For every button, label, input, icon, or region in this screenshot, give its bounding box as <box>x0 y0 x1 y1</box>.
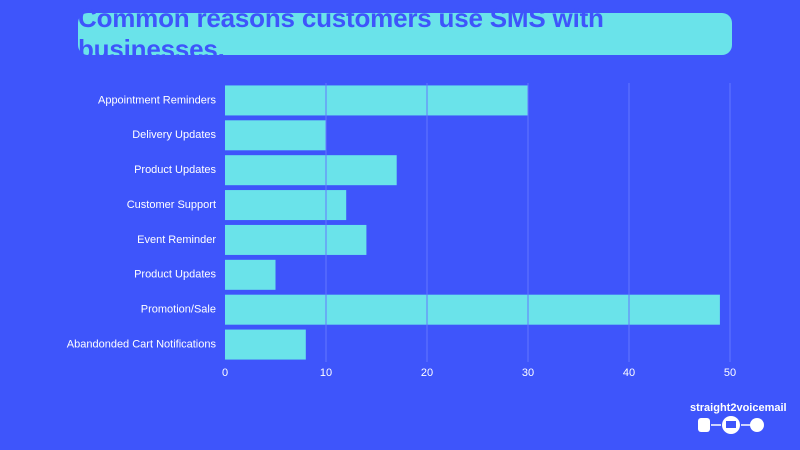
brand-logo: straight2voicemail <box>690 402 787 434</box>
chart-title: Common reasons customers use SMS with bu… <box>78 3 604 64</box>
y-tick-label: Product Updates <box>134 164 216 176</box>
phone-icon <box>698 418 710 432</box>
bar <box>225 224 367 255</box>
bar <box>225 190 347 221</box>
mail-glyph <box>726 421 736 428</box>
y-tick-label: Abandonded Cart Notifications <box>67 338 217 350</box>
y-tick-label: Appointment Reminders <box>98 94 217 106</box>
y-tick-label: Delivery Updates <box>132 129 216 141</box>
x-tick-label: 10 <box>320 367 332 379</box>
voicemail-icon <box>750 418 764 432</box>
x-tick-label: 50 <box>724 367 736 379</box>
x-tick-label: 20 <box>421 367 433 379</box>
bar <box>225 329 306 360</box>
y-tick-label: Customer Support <box>127 199 216 211</box>
bar <box>225 259 276 290</box>
bar <box>225 120 326 151</box>
brand-name: straight2voicemail <box>690 402 787 414</box>
x-tick-label: 0 <box>222 367 228 379</box>
y-tick-label: Product Updates <box>134 269 216 281</box>
x-tick-label: 40 <box>623 367 635 379</box>
bar <box>225 155 397 186</box>
bar <box>225 85 528 116</box>
x-tick-label: 30 <box>522 367 534 379</box>
bar <box>225 294 720 325</box>
y-tick-label: Event Reminder <box>137 234 216 246</box>
y-tick-label: Promotion/Sale <box>141 304 216 316</box>
title-box: Common reasons customers use SMS with bu… <box>78 3 732 64</box>
